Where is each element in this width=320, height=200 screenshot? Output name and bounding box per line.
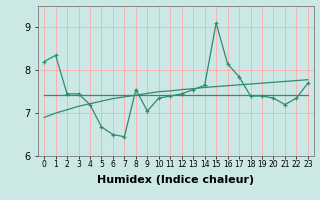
X-axis label: Humidex (Indice chaleur): Humidex (Indice chaleur) bbox=[97, 175, 255, 185]
